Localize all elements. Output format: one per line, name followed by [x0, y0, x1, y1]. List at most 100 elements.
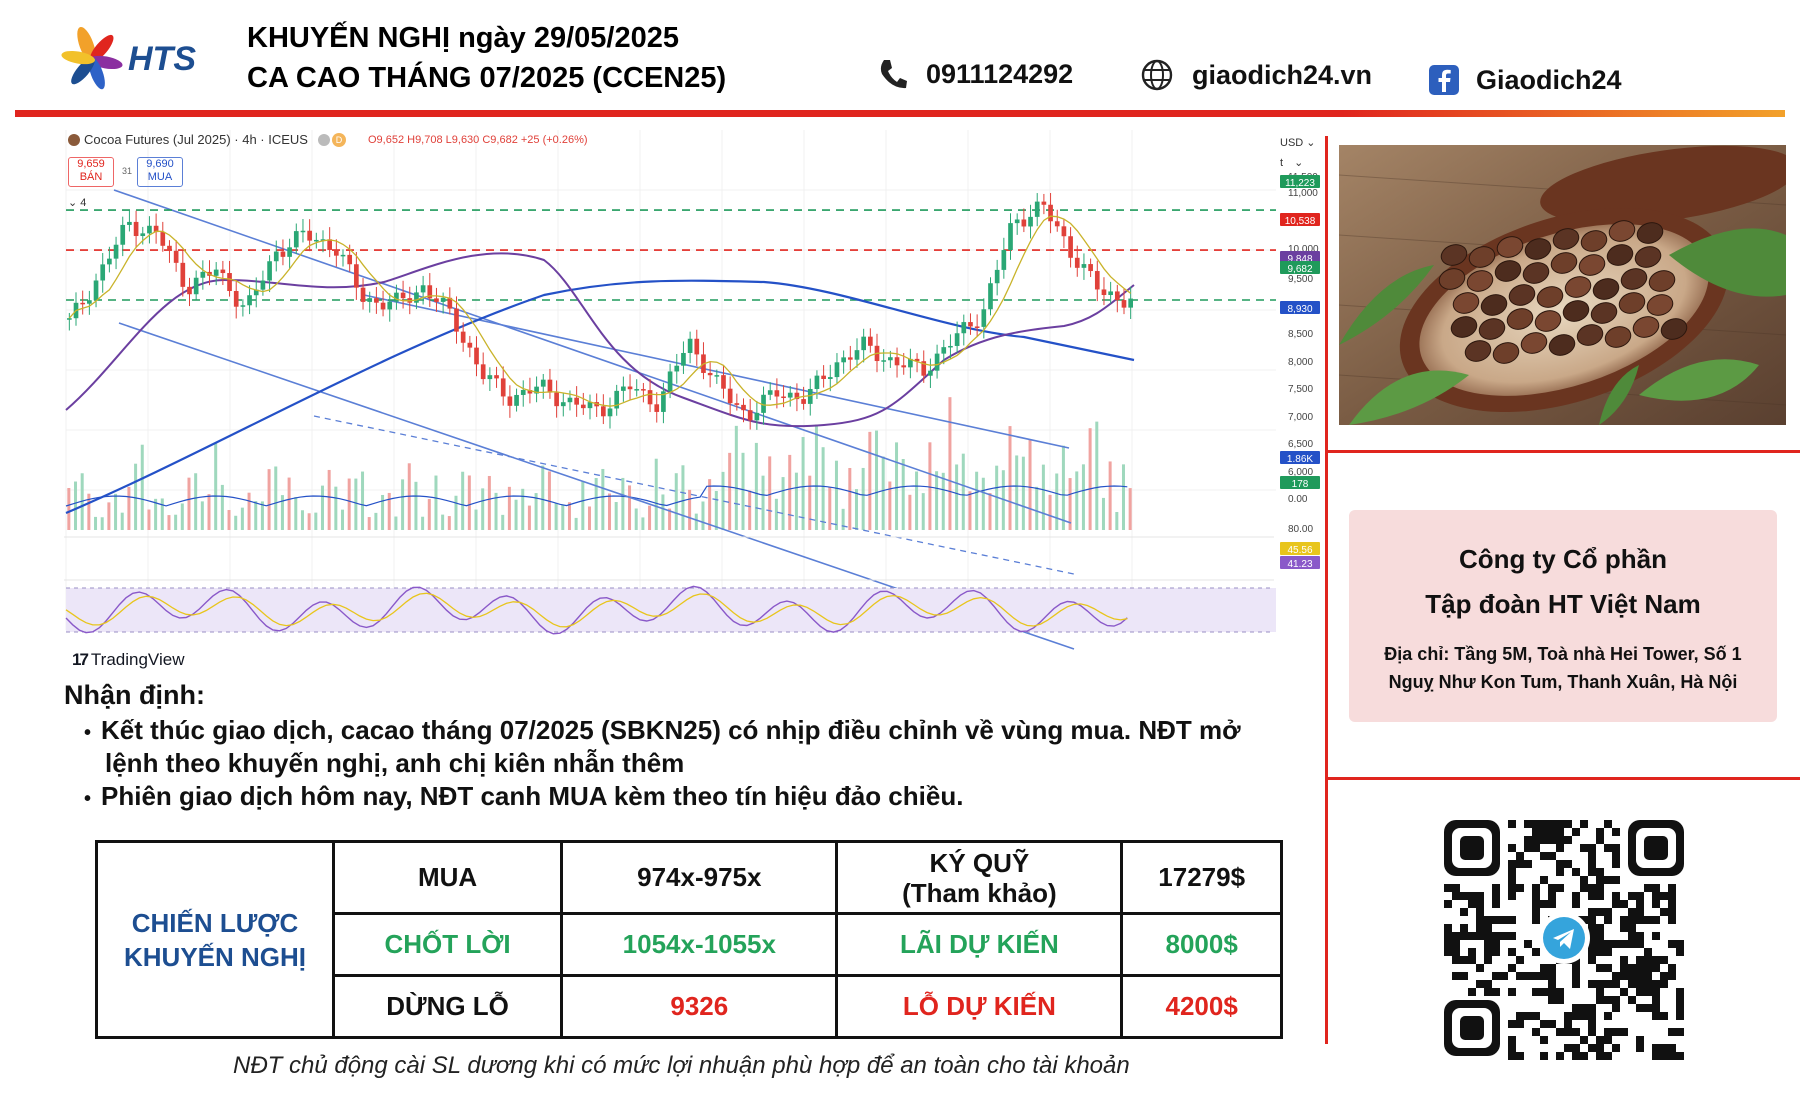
volume-bar	[394, 516, 398, 530]
candle-body	[233, 291, 239, 307]
margin-label-cell: KÝ QUỸ (Tham khảo)	[835, 840, 1124, 915]
volume-bar	[854, 489, 858, 530]
phone-number: 0911124292	[926, 58, 1074, 89]
qr-module	[1628, 916, 1636, 924]
candle-body	[774, 390, 780, 397]
chevron-down-icon: ⌄	[1294, 157, 1304, 169]
volume-bar	[561, 504, 565, 530]
take-profit-label-cell: CHỐT LỜI	[331, 912, 564, 977]
qr-module	[1548, 892, 1556, 900]
qr-module	[1524, 860, 1532, 868]
qr-module	[1516, 972, 1524, 980]
volume-bar	[1061, 445, 1065, 530]
volume-bar	[100, 517, 104, 530]
price-badge-bg	[1280, 175, 1320, 188]
volume-bar	[614, 502, 618, 530]
qr-code-image[interactable]	[1440, 816, 1688, 1060]
qr-module	[1452, 932, 1460, 940]
facebook-link[interactable]: Giaodich24	[1428, 64, 1622, 96]
qr-module	[1500, 916, 1508, 924]
qr-module	[1668, 908, 1676, 916]
qr-module	[1468, 892, 1476, 900]
qr-module	[1492, 932, 1500, 940]
candle-body	[480, 364, 486, 380]
volume-bar	[628, 485, 632, 530]
telegram-qr-code[interactable]	[1440, 816, 1688, 1060]
qr-module	[1668, 892, 1676, 900]
volume-bar	[401, 479, 405, 530]
qr-module	[1524, 844, 1532, 852]
currency-selector[interactable]: USD ⌄	[1280, 136, 1316, 149]
qr-module	[1676, 940, 1684, 948]
qr-finder-top-left	[1444, 820, 1500, 876]
price-chart-svg[interactable]: 11,50011,00010,0009,5009,0008,5008,0007,…	[64, 130, 1324, 675]
indicator-toggle[interactable]: ⌄ 4	[68, 196, 86, 209]
volume-bar	[441, 514, 445, 530]
cocoa-bean	[1478, 318, 1506, 340]
candle-body	[654, 404, 660, 412]
price-badge-label: 1.86K	[1287, 454, 1313, 465]
phone-contact[interactable]: 0911124292	[878, 58, 1073, 90]
qr-module	[1532, 828, 1540, 836]
cocoa-bean	[1466, 270, 1494, 292]
candle-body	[841, 357, 846, 363]
qr-module	[1508, 892, 1516, 900]
candle-body	[334, 249, 339, 256]
candle-body	[293, 231, 299, 248]
qr-module	[1596, 836, 1604, 844]
qr-module	[1572, 868, 1580, 876]
candle-body	[761, 394, 766, 413]
qr-module	[1476, 916, 1484, 924]
company-address-line2: Nguỵ Như Kon Tum, Thanh Xuân, Hà Nội	[1388, 672, 1738, 692]
qr-module	[1492, 884, 1500, 892]
buy-button[interactable]: 9,690 MUA	[137, 157, 183, 187]
volume-bar	[868, 431, 872, 530]
qr-module	[1596, 828, 1604, 836]
price-chart[interactable]: 11,50011,00010,0009,5009,0008,5008,0007,…	[64, 130, 1324, 675]
candle-body	[527, 390, 533, 394]
cocoa-bean	[1550, 252, 1578, 274]
candle-body	[213, 269, 219, 276]
qr-module	[1588, 932, 1596, 940]
axis-tick-label: 8,500	[1288, 329, 1313, 340]
volume-bar	[708, 479, 712, 530]
website-link[interactable]: giaodich24.vn	[1140, 58, 1372, 92]
qr-module	[1596, 924, 1604, 932]
candle-body	[881, 360, 887, 362]
volume-bar	[721, 471, 725, 530]
qr-module	[1580, 876, 1588, 884]
candle-body	[781, 396, 786, 399]
telegram-icon	[1543, 917, 1585, 959]
qr-module	[1540, 900, 1548, 908]
qr-module	[1676, 996, 1684, 1004]
qr-module	[1644, 916, 1652, 924]
qr-module	[1596, 980, 1604, 988]
cocoa-bean	[1548, 334, 1576, 356]
qr-module	[1604, 940, 1612, 948]
scale-label: t	[1280, 157, 1284, 169]
volume-bar	[821, 447, 825, 530]
axis-tick-label: 8,000	[1288, 357, 1313, 368]
candle-body	[574, 397, 579, 405]
candle-body	[173, 250, 179, 263]
volume-bar	[220, 484, 224, 530]
table-row: CHỐT LỜI 1054x-1055x LÃI DỰ KIẾN 8000$	[97, 912, 1283, 977]
sell-label: BÁN	[79, 171, 103, 183]
volume-bar	[1088, 428, 1092, 530]
cocoa-beans	[1438, 220, 1688, 364]
qr-module	[1508, 964, 1516, 972]
qr-module	[1612, 940, 1620, 948]
volume-bar	[227, 510, 231, 530]
rsi-band	[66, 588, 1276, 632]
candle-body	[434, 298, 439, 302]
volume-bar	[507, 486, 511, 530]
qr-module	[1636, 980, 1644, 988]
cocoa-bean	[1524, 238, 1552, 260]
volume-bar	[454, 495, 458, 530]
candle-body	[467, 342, 473, 348]
qr-module	[1596, 868, 1604, 876]
sell-button[interactable]: 9,659 BÁN	[68, 157, 114, 187]
scale-selector[interactable]: t ⌄	[1280, 156, 1303, 169]
qr-module	[1516, 956, 1524, 964]
volume-bar	[935, 471, 939, 530]
